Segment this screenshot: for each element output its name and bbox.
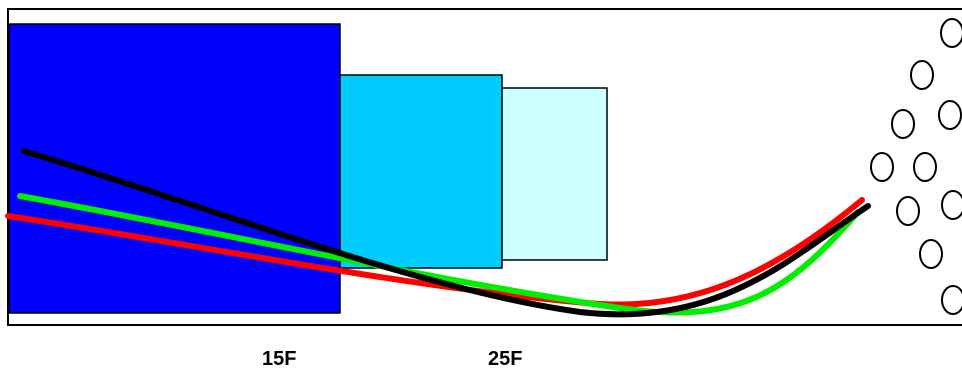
dark-blue-block: [9, 24, 340, 313]
circle-icon: [897, 197, 919, 225]
circle-icon: [871, 153, 893, 181]
light-cyan-block: [502, 88, 607, 260]
circle-icon: [942, 286, 962, 314]
marker-label-25f: 25F: [488, 348, 522, 370]
circle-icon: [914, 153, 936, 181]
circle-icon: [920, 240, 942, 268]
circle-icon: [941, 19, 962, 47]
circle-icon: [892, 110, 914, 138]
cyan-block: [340, 75, 502, 268]
circle-icon: [942, 191, 962, 219]
marker-label-15f: 15F: [262, 348, 296, 370]
circle-icon: [939, 101, 961, 129]
circle-icon: [911, 61, 933, 89]
